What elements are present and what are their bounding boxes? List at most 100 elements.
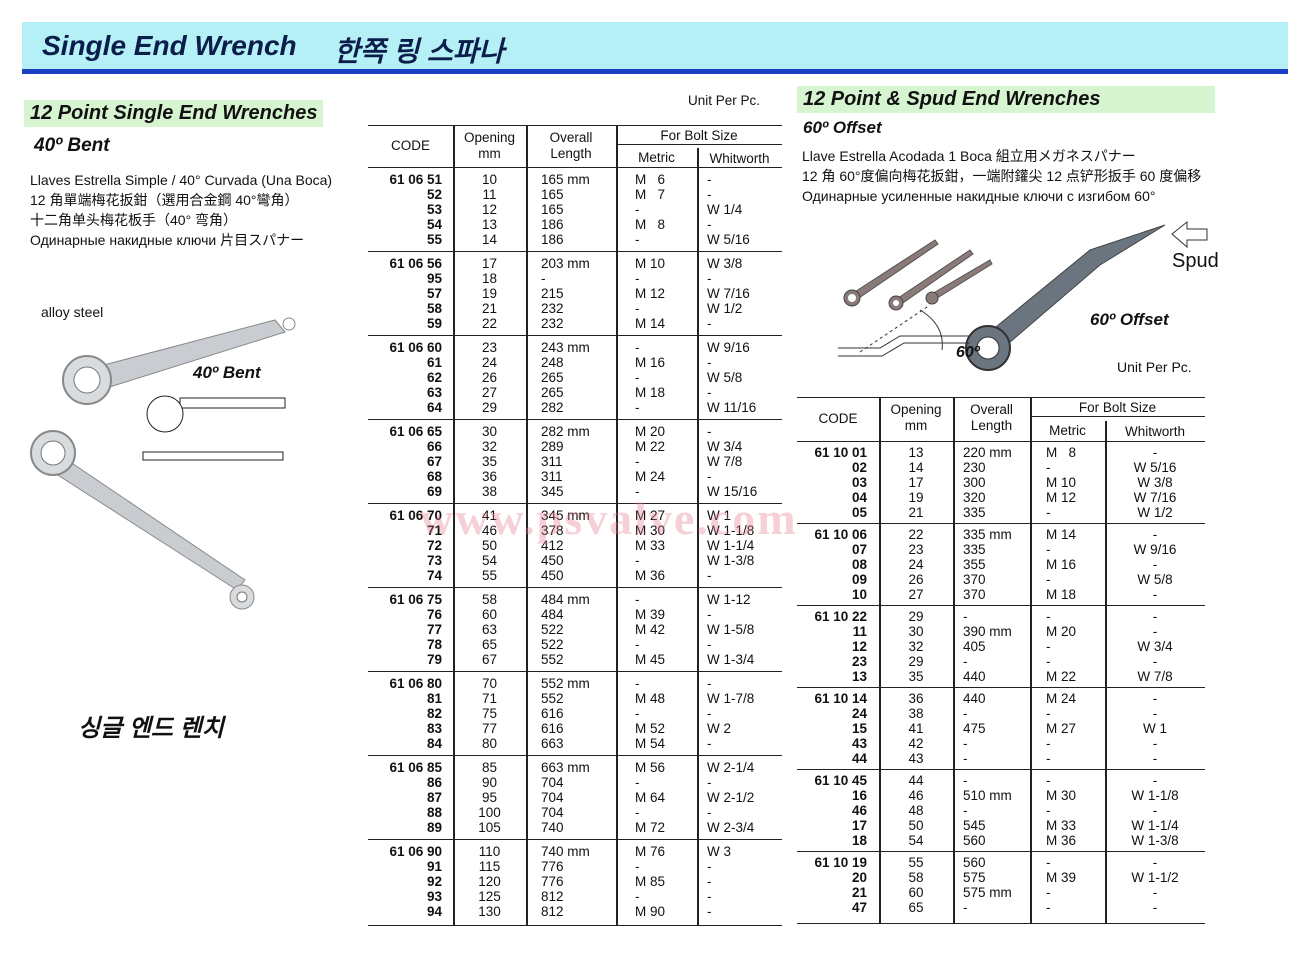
cell-code: 92 <box>426 874 442 889</box>
cell-code: 86 <box>426 775 442 790</box>
cell-metric: - <box>1046 803 1051 818</box>
row-group: 61 06 60 23 243 mm - W 9/16 61 24 248 M 16-62 26 2… <box>368 336 782 420</box>
cell-code: 02 <box>851 460 867 475</box>
table-row: 12 32 405 - W 3/4 <box>797 639 1205 654</box>
cell-length: 186 <box>541 217 564 232</box>
table-row: 93 125 812 - - <box>368 889 782 904</box>
cell-whitworth: W 1/2 <box>1137 505 1173 520</box>
column-divider <box>526 588 528 671</box>
cell-metric: M 10 <box>1046 475 1077 490</box>
cell-whitworth: W 1/4 <box>707 202 743 217</box>
cell-metric: M 30 <box>635 523 666 538</box>
cell-code: 61 10 45 <box>814 773 867 788</box>
cell-opening: 32 <box>908 639 924 654</box>
column-divider <box>697 672 699 755</box>
spud-label: Spud <box>1172 250 1219 272</box>
header-whitworth: Whitworth <box>709 150 770 166</box>
cell-whitworth: W 3/4 <box>1137 639 1173 654</box>
cell-whitworth: W 5/8 <box>1137 572 1173 587</box>
column-divider <box>616 588 618 671</box>
cell-metric: - <box>1046 855 1051 870</box>
row-group: 61 06 70 41 345 mm M 27 W 1 71 46 378 M 30 W 1-1/… <box>368 504 782 588</box>
table-row: 92 120 776 M 85 - <box>368 874 782 889</box>
cell-opening: 13 <box>481 217 498 232</box>
offset-wrench-image <box>838 220 1208 371</box>
bent-image-label: 40º Bent <box>193 363 261 382</box>
cell-metric: M 20 <box>1046 624 1077 639</box>
header-bolt-size: For Bolt Size <box>1030 400 1205 417</box>
column-divider <box>526 252 528 335</box>
table-row: 74 55 450 M 36 - <box>368 568 782 583</box>
table-row: 61 06 75 58 484 mm - W 1-12 <box>368 592 782 607</box>
cell-code: 07 <box>851 542 867 557</box>
cell-metric: M 27 <box>1046 721 1077 736</box>
table-row: 15 41 475 M 27 W 1 <box>797 721 1205 736</box>
table-row: 08 24 355 M 16 - <box>797 557 1205 572</box>
watermark: www.psvalve.com <box>420 493 798 544</box>
cell-code: 47 <box>851 900 867 915</box>
right-section-title: 12 Point & Spud End Wrenches <box>797 86 1215 113</box>
cell-code: 61 06 80 <box>389 676 442 691</box>
column-divider <box>453 126 455 167</box>
cell-metric: - <box>635 370 640 385</box>
row-group: 61 10 01 13 220 mm M 8-02 14 230- W 5/16 03 17 30… <box>797 442 1205 524</box>
cell-code: 82 <box>426 706 442 721</box>
column-divider <box>526 756 528 839</box>
row-group: 61 10 45 44- - -16 46 510 mm M 30 W 1-1/8 46 48- -… <box>797 770 1205 852</box>
table-row: 59 22 232 M 14 - <box>368 316 782 331</box>
cell-metric: M 12 <box>635 286 666 301</box>
column-divider <box>453 252 455 335</box>
table-row: 07 23 335 - W 9/16 <box>797 542 1205 557</box>
cell-metric: M 64 <box>635 790 666 805</box>
table-row: 71 46 378 M 30 W 1-1/8 <box>368 523 782 538</box>
cell-metric: M 8 <box>1046 445 1077 460</box>
table-row: 67 35 311 - W 7/8 <box>368 454 782 469</box>
cell-opening: 67 <box>481 652 498 667</box>
cell-code: 21 <box>851 885 867 900</box>
cell-metric: M 42 <box>635 622 666 637</box>
column-divider <box>616 252 618 335</box>
cell-length: 335 mm <box>963 527 1012 542</box>
cell-metric: M 8 <box>635 217 666 232</box>
cell-length: 704 <box>541 775 564 790</box>
cell-length: 370 <box>963 572 986 587</box>
cell-length: - <box>963 773 968 788</box>
cell-code: 24 <box>851 706 867 721</box>
cell-whitworth: W 1-1/2 <box>1131 870 1179 885</box>
cell-opening: 125 <box>478 889 501 904</box>
cell-length: 522 <box>541 637 564 652</box>
column-divider <box>616 672 618 755</box>
cell-metric: - <box>635 400 640 415</box>
cell-opening: 105 <box>478 820 501 835</box>
cell-length: 378 <box>541 523 564 538</box>
cell-code: 93 <box>426 889 442 904</box>
cell-length: 484 mm <box>541 592 590 607</box>
table-row: 78 65 522 - - <box>368 637 782 652</box>
table-row: 47 65 - - - <box>797 900 1205 915</box>
cell-whitworth: - <box>707 217 712 232</box>
table-row: 05 21 335 - W 1/2 <box>797 505 1205 520</box>
cell-opening: 21 <box>481 301 498 316</box>
table-row: 64 29 282 - W 11/16 <box>368 400 782 415</box>
cell-opening: 21 <box>908 505 924 520</box>
header-opening: Opening mm <box>890 402 942 433</box>
cell-opening: 44 <box>908 773 924 788</box>
cell-metric: - <box>1046 505 1051 520</box>
cell-metric: - <box>635 271 640 286</box>
cell-code: 17 <box>851 818 867 833</box>
cell-code: 81 <box>426 691 442 706</box>
row-group: 61 06 90 110 740 mm M 76 W 3 91 115 776- -92 120 7… <box>368 840 782 926</box>
column-divider <box>1105 770 1107 851</box>
cell-code: 62 <box>426 370 442 385</box>
cell-metric: M 36 <box>635 568 666 583</box>
table-row: 20 58 575 M 39 W 1-1/2 <box>797 870 1205 885</box>
column-divider <box>697 504 699 587</box>
cell-length: 345 <box>541 484 564 499</box>
column-divider <box>1030 688 1032 769</box>
cell-whitworth: - <box>1152 900 1158 915</box>
cell-length: 243 mm <box>541 340 590 355</box>
cell-opening: 30 <box>481 424 498 439</box>
header-whitworth: Whitworth <box>1124 423 1185 439</box>
cell-whitworth: W 5/8 <box>707 370 743 385</box>
cell-length: 450 <box>541 568 564 583</box>
